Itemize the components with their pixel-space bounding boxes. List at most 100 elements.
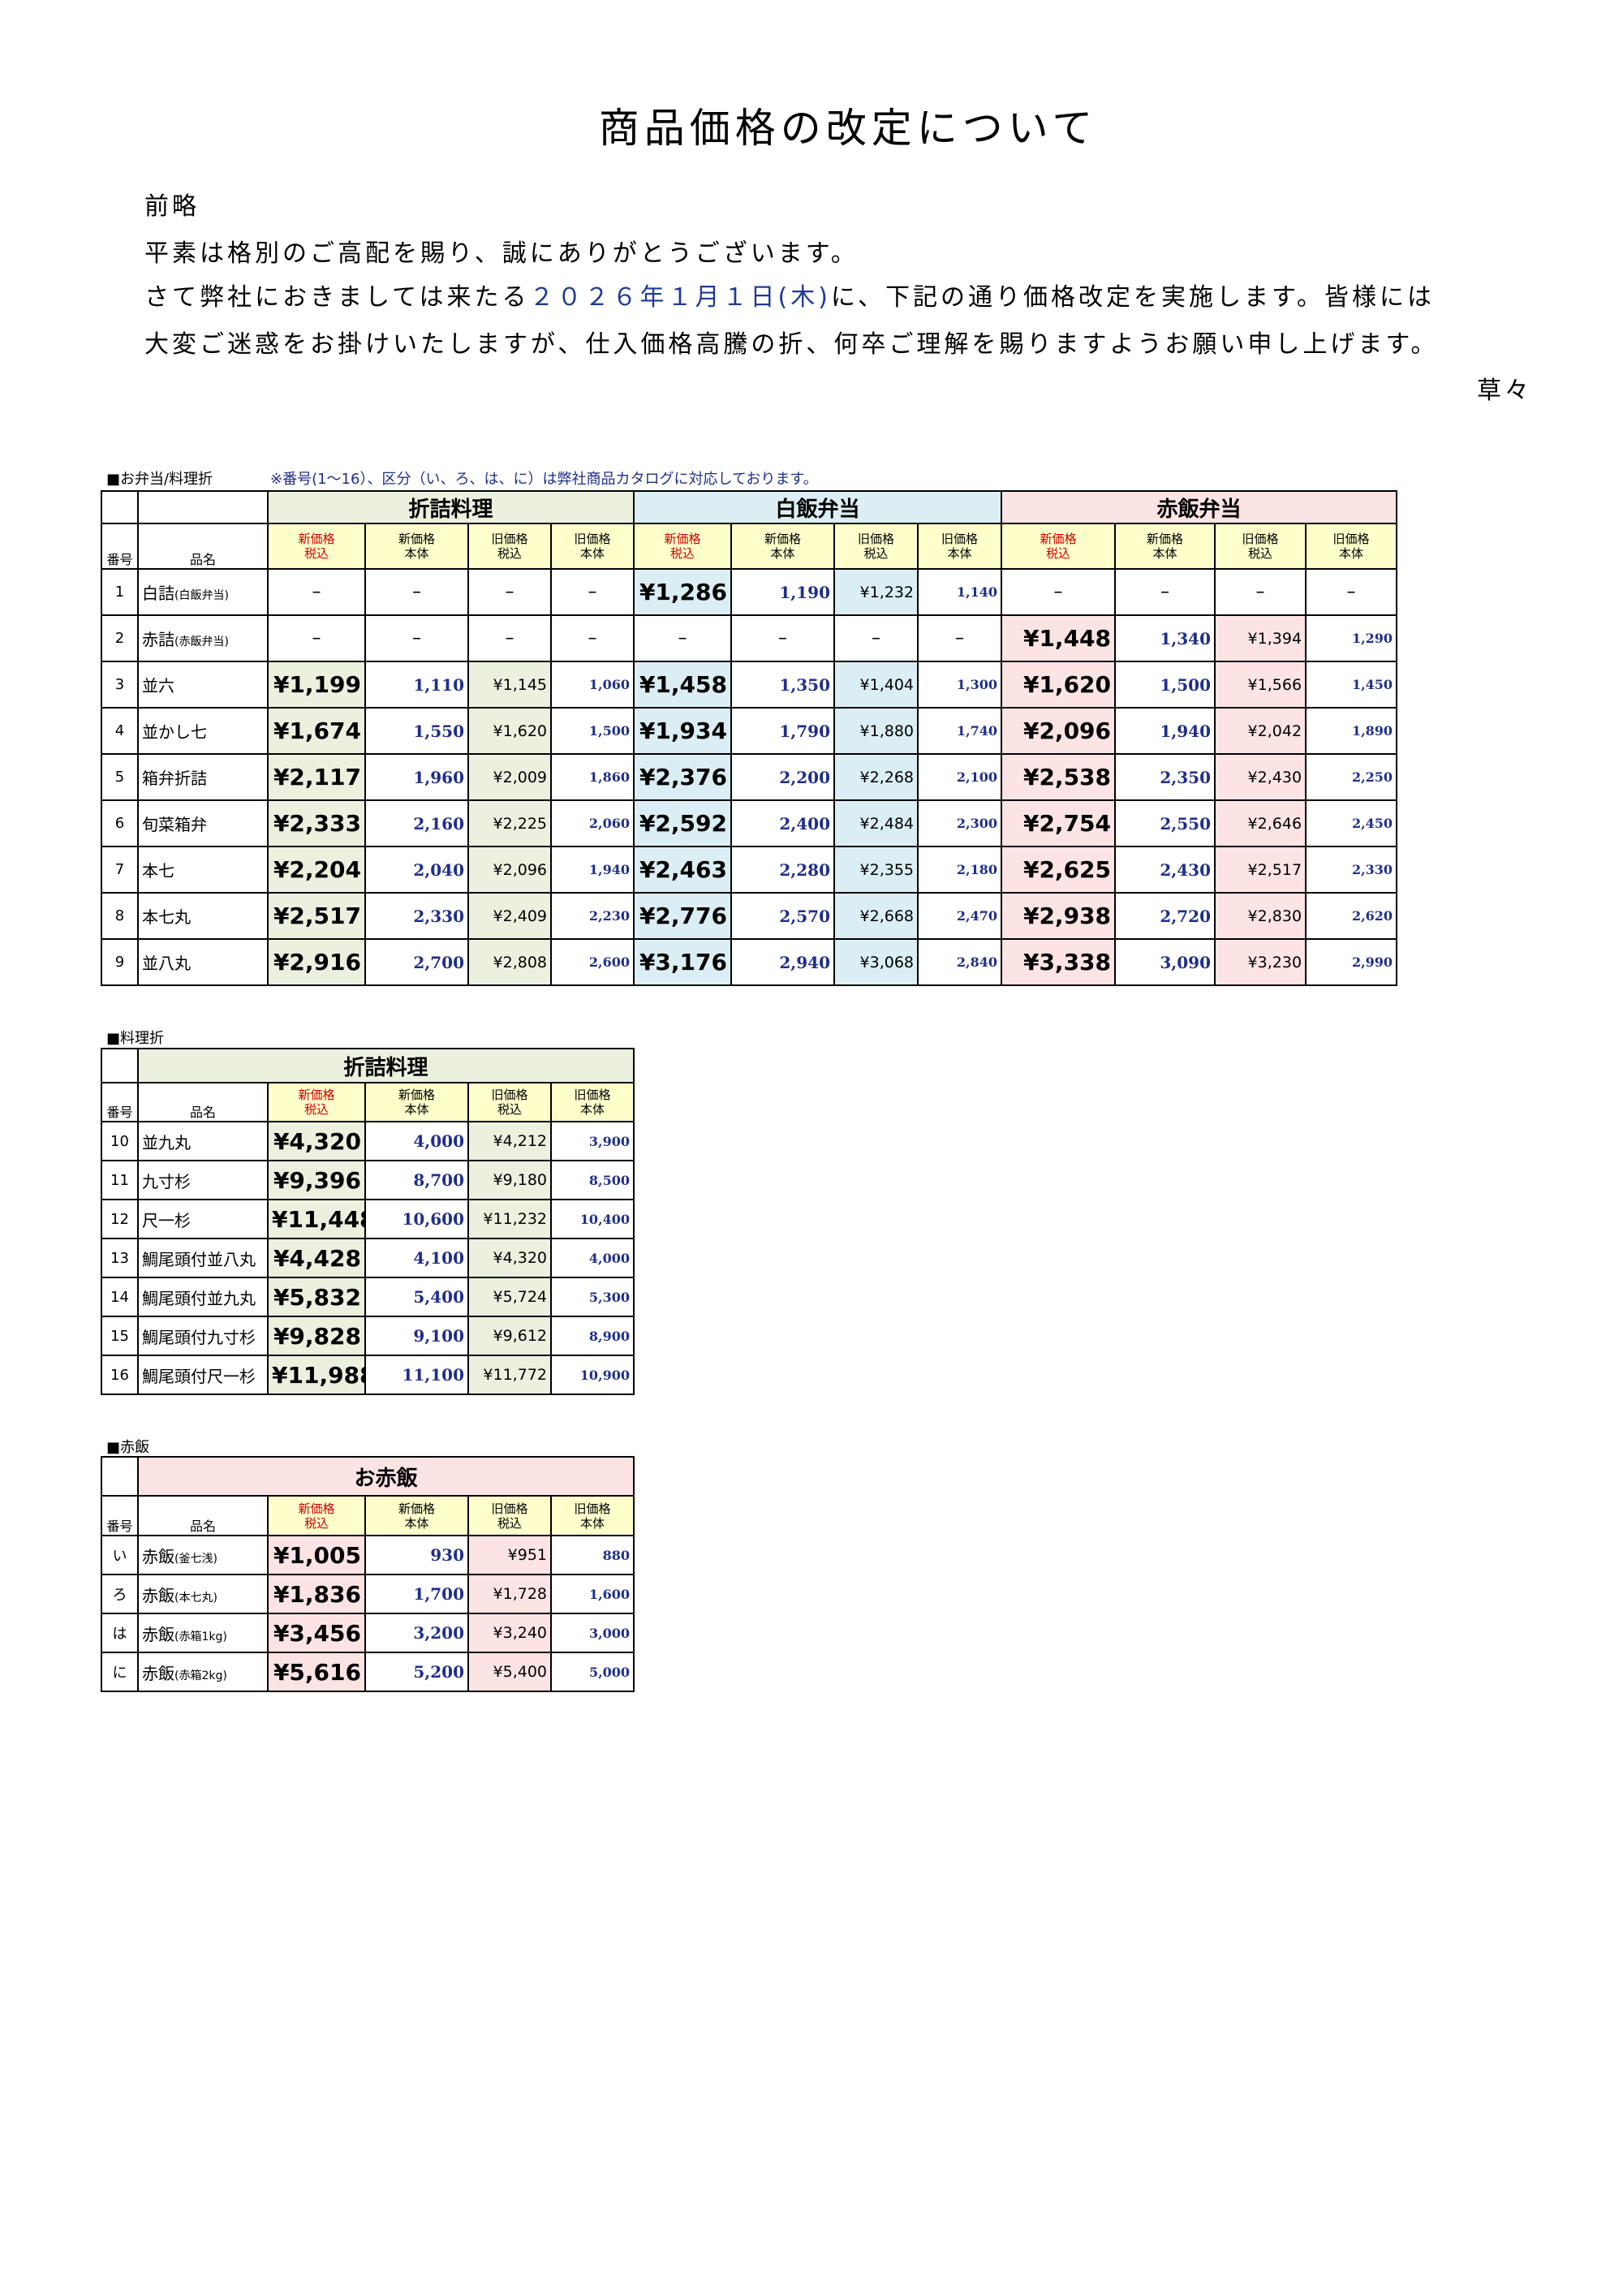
item-name-text: 鯛尾頭付尺一杉	[142, 1366, 256, 1386]
price: ¥5,400	[467, 1652, 552, 1692]
item-no: ろ	[101, 1574, 139, 1614]
item-name: 白詰(白飯弁当)	[137, 568, 269, 616]
subheader-line: 旧価格	[491, 532, 528, 546]
price-table: 折詰料理 番号 品名 新価格 税込 新価格 本体 旧価格 税込 旧価格 本体 10 並九丸 ¥4,320 4…	[101, 1048, 635, 1395]
subheader: 旧価格 税込	[467, 523, 552, 570]
price: 5,200	[364, 1652, 469, 1692]
price: –	[730, 614, 836, 662]
price: 1,300	[917, 661, 1003, 709]
price: –	[833, 614, 919, 662]
data-row: 10 並九丸 ¥4,320 4,000 ¥4,212 3,900	[101, 1121, 635, 1161]
item-name-note: (赤箱2kg)	[174, 1669, 227, 1682]
subheader-line: 税込	[863, 546, 889, 561]
subheader-line: 旧価格	[1332, 532, 1370, 546]
header-no: 番号	[101, 523, 139, 570]
price: ¥1,728	[467, 1574, 552, 1614]
item-name-note: (赤飯弁当)	[174, 635, 229, 648]
item-name-text: 赤飯	[142, 1546, 174, 1566]
price: ¥9,612	[467, 1316, 552, 1356]
price: ¥1,005	[267, 1535, 366, 1575]
price: 3,090	[1114, 938, 1216, 986]
price: –	[467, 568, 552, 616]
subheader: 旧価格 税込	[467, 1495, 552, 1536]
price: ¥2,117	[267, 753, 366, 801]
subheader-line: 新価格	[298, 1088, 335, 1102]
price: ¥2,517	[1214, 846, 1307, 894]
data-row: 11 九寸杉 ¥9,396 8,700 ¥9,180 8,500	[101, 1160, 635, 1200]
subheader-line: 税込	[497, 546, 522, 561]
price: ¥2,376	[633, 753, 733, 801]
group-header: お赤飯	[136, 1456, 635, 1497]
subheader: 旧価格 本体	[917, 523, 1003, 570]
subheader-line: 税込	[497, 1102, 522, 1117]
price: 2,160	[364, 799, 469, 847]
price: 1,960	[364, 753, 469, 801]
price: ¥2,830	[1214, 892, 1307, 940]
subheader-line: 税込	[1046, 546, 1071, 561]
price: ¥9,828	[267, 1316, 366, 1356]
item-name-text: 赤飯	[142, 1585, 174, 1605]
price: ¥1,674	[267, 707, 366, 755]
item-name: 本七	[137, 846, 269, 894]
price: 1,450	[1305, 661, 1398, 709]
subheader-line: 本体	[404, 1515, 429, 1531]
price: ¥1,458	[633, 661, 733, 709]
subheader-line: 新価格	[298, 1501, 335, 1516]
item-name: 赤飯(釜七浅)	[137, 1535, 269, 1575]
subheader-line: 旧価格	[491, 1501, 528, 1516]
subheader: 旧価格 税込	[833, 523, 919, 570]
item-name-text: 並八丸	[142, 954, 191, 973]
group-header: 折詰料理	[136, 1048, 635, 1083]
price: ¥3,230	[1214, 938, 1307, 986]
price: 2,330	[364, 892, 469, 940]
data-row: 14 鯛尾頭付並九丸 ¥5,832 5,400 ¥5,724 5,300	[101, 1277, 635, 1317]
price: ¥2,592	[633, 799, 733, 847]
subheader-line: 旧価格	[574, 1501, 611, 1516]
price: ¥1,880	[833, 707, 919, 755]
data-row: 6 旬菜箱弁 ¥2,333 2,160 ¥2,225 2,060 ¥2,592 2,400 ¥2…	[101, 799, 1398, 847]
subheader-line: 旧価格	[858, 532, 895, 546]
header-no: 番号	[101, 1495, 139, 1536]
data-row: ろ赤飯(本七丸) ¥1,836 1,700 ¥1,728 1,600	[101, 1574, 635, 1614]
subheader-line: 新価格	[298, 532, 335, 546]
title: 商品価格の改定について	[598, 105, 1098, 152]
price: ¥2,355	[833, 846, 919, 894]
item-name-note: (釜七浅)	[174, 1552, 217, 1566]
price: ¥2,646	[1214, 799, 1307, 847]
subheader-row: 番号 品名 新価格 税込 新価格 本体 旧価格 税込 旧価格 本体	[101, 1495, 635, 1536]
price: –	[1001, 568, 1117, 616]
item-no: 1	[101, 568, 139, 616]
price: ¥11,988	[267, 1355, 366, 1395]
price: 2,100	[917, 753, 1003, 801]
group-row: 折詰料理	[101, 1048, 635, 1083]
price: ¥1,448	[1001, 614, 1117, 662]
item-name-note: (本七丸)	[174, 1591, 217, 1605]
data-row: 3 並六 ¥1,199 1,110 ¥1,145 1,060 ¥1,458 1,350 ¥1,4…	[101, 661, 1398, 709]
price: ¥11,232	[467, 1199, 552, 1239]
data-row: は赤飯(赤箱1kg) ¥3,456 3,200 ¥3,240 3,000	[101, 1613, 635, 1653]
subheader-line: 新価格	[664, 532, 701, 546]
data-row: い赤飯(釜七浅) ¥1,005 930 ¥951 880	[101, 1535, 635, 1575]
price: 1,190	[730, 568, 836, 616]
price: –	[364, 568, 469, 616]
item-name-text: 本七丸	[142, 907, 191, 927]
group-header: 赤飯弁当	[1001, 490, 1398, 524]
subheader: 新価格 本体	[364, 523, 469, 570]
price: –	[549, 614, 635, 662]
item-name: 尺一杉	[137, 1199, 269, 1239]
date: ２０２６年１月１日(木)	[529, 283, 831, 312]
price: 1,060	[549, 661, 635, 709]
note: ※番号(1～16）、区分（い、ろ、は、に）は弊社商品カタログに対応しております。	[270, 471, 818, 488]
letter-line: 平素は格別のご高配を賜り、誠にありがとうございます。	[144, 239, 859, 268]
header-name: 品名	[137, 1082, 269, 1122]
item-no: 9	[101, 938, 139, 986]
price: 2,300	[917, 799, 1003, 847]
price: 4,100	[364, 1238, 469, 1278]
price: ¥2,538	[1001, 753, 1117, 801]
price: ¥1,286	[633, 568, 733, 616]
item-name-text: 赤詰	[142, 630, 174, 649]
item-name: 鯛尾頭付九寸杉	[137, 1316, 269, 1356]
item-no: 12	[101, 1199, 139, 1239]
price: ¥3,456	[267, 1613, 366, 1653]
price: ¥1,620	[1001, 661, 1117, 709]
